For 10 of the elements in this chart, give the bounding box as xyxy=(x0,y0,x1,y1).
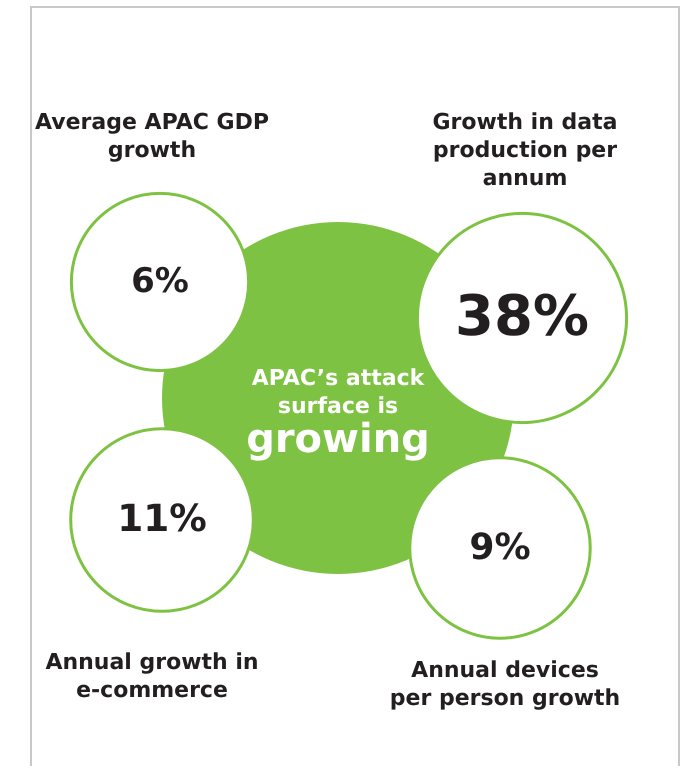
category-label: Annual devices per person growth xyxy=(390,658,620,711)
category-label: Annual growth in e-commerce xyxy=(45,650,259,703)
data-label: 38% xyxy=(454,284,590,349)
data-label: 6% xyxy=(131,261,189,301)
data-label: 11% xyxy=(117,496,207,540)
category-label: Average APAC GDP growth xyxy=(35,110,269,163)
text: APAC’s attack surface is xyxy=(252,366,426,419)
data-label: 9% xyxy=(469,526,531,568)
text: growing xyxy=(246,416,430,462)
category-label: Growth in data production per annum xyxy=(432,110,618,191)
